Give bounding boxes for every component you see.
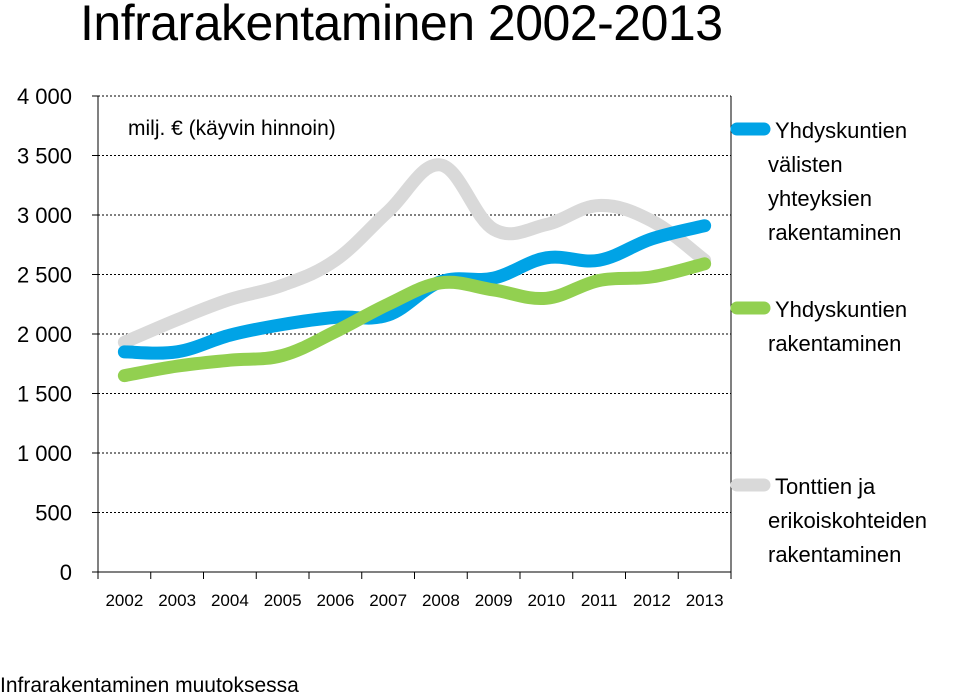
legend-label: rakentaminen	[768, 331, 901, 356]
y-tick-label: 3 000	[17, 203, 72, 228]
legend-label: Yhdyskuntien	[775, 118, 907, 143]
x-tick-label: 2007	[369, 591, 407, 610]
legend-label: rakentaminen	[768, 220, 901, 245]
legend-label: rakentaminen	[768, 542, 901, 567]
units-annotation: milj. € (käyvin hinnoin)	[128, 117, 336, 140]
x-tick-label: 2009	[475, 591, 513, 610]
series-line-3	[117, 158, 712, 349]
x-tick-label: 2010	[527, 591, 565, 610]
y-tick-label: 0	[60, 560, 72, 585]
chart-title: Infrarakentaminen 2002-2013	[80, 0, 723, 51]
x-tick-label: 2006	[316, 591, 354, 610]
y-tick-label: 1 500	[17, 382, 72, 407]
legend-label: erikoiskohteiden	[768, 508, 927, 533]
x-tick-label: 2005	[264, 591, 302, 610]
x-tick-label: 2011	[581, 591, 618, 610]
y-tick-label: 4 000	[17, 84, 72, 109]
y-tick-label: 2 000	[17, 322, 72, 347]
y-tick-label: 3 500	[17, 144, 72, 169]
series-line-2	[117, 257, 712, 383]
legend-label: Yhdyskuntien	[775, 297, 907, 322]
x-tick-label: 2013	[686, 591, 724, 610]
legend-label: Tonttien ja	[775, 474, 876, 499]
x-tick-label: 2004	[211, 591, 249, 610]
y-tick-label: 1 000	[17, 441, 72, 466]
x-tick-label: 2012	[633, 591, 671, 610]
legend-label: yhteyksien	[768, 186, 872, 211]
axes	[92, 95, 732, 579]
legend-label: välisten	[768, 152, 843, 177]
footer-text: Infrarakentaminen muutoksessa	[0, 674, 299, 697]
x-tick-label: 2002	[105, 591, 143, 610]
series-lines	[117, 158, 712, 383]
legend: Yhdyskuntien välisten yhteyksien rakentamin…	[730, 118, 927, 567]
x-tick-label: 2008	[422, 591, 460, 610]
tick-labels: 4 000 3 500 3 000 2 500 2 000 1 500 1 000 500 0 2…	[17, 84, 724, 610]
y-tick-label: 2 500	[17, 263, 72, 288]
x-tick-label: 2003	[158, 591, 196, 610]
y-tick-label: 500	[35, 501, 72, 526]
